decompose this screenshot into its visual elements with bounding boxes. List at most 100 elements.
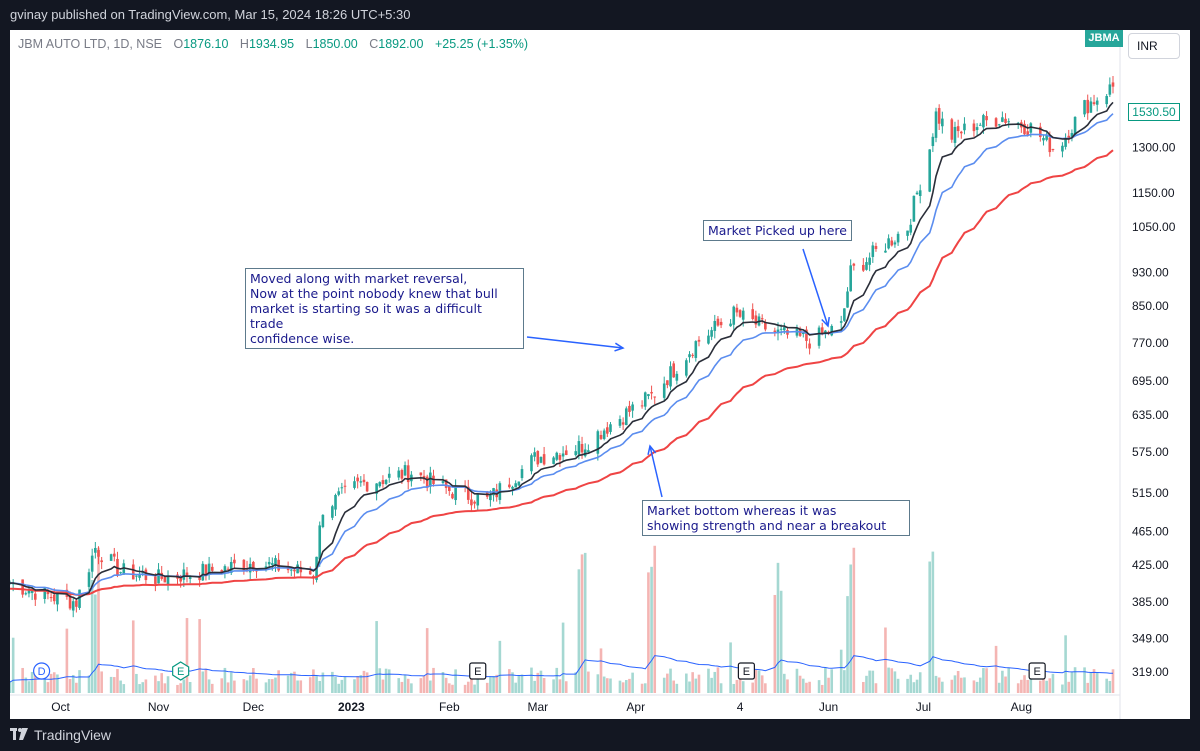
volume-bar — [1089, 672, 1093, 693]
x-tick-label: Jul — [916, 700, 931, 714]
volume-bar — [10, 680, 12, 693]
volume-bar — [315, 676, 318, 693]
candle-body — [353, 481, 356, 488]
volume-bar — [410, 683, 413, 693]
candle-body — [403, 465, 407, 476]
volume-bar — [729, 642, 732, 693]
candle-body — [530, 455, 533, 472]
volume-bar — [564, 681, 568, 693]
candle-body — [751, 309, 755, 320]
volume-bar — [830, 669, 834, 693]
candle-body — [710, 330, 713, 337]
volume-bar — [694, 678, 698, 693]
volume-bar — [530, 667, 533, 693]
volume-bar — [71, 674, 75, 693]
candle-body — [669, 366, 672, 387]
volume-bar — [448, 683, 451, 693]
candle-body — [210, 566, 214, 571]
open-value: 1876.10 — [183, 37, 229, 51]
volume-bar — [422, 675, 426, 693]
open-label: O — [173, 37, 184, 51]
volume-bar — [378, 668, 382, 693]
volume-bar — [444, 677, 448, 693]
volume-bar — [757, 670, 761, 693]
volume-bar — [533, 680, 536, 693]
volume-bar — [179, 683, 182, 693]
annotation-market-bottom[interactable]: Market bottom whereas it was showing str… — [642, 500, 910, 536]
candle-body — [470, 499, 473, 506]
candle-body — [729, 323, 732, 327]
volume-bar — [406, 678, 410, 693]
candle-body — [542, 454, 546, 465]
volume-bar — [760, 675, 764, 693]
volume-bar — [978, 677, 982, 693]
candle-body — [764, 322, 767, 330]
volume-bar — [779, 590, 783, 693]
volume-bar — [555, 667, 559, 693]
candle-body — [52, 594, 56, 602]
event-marker-label: E — [1033, 666, 1040, 678]
volume-bar — [1067, 681, 1071, 693]
candle-body — [912, 195, 916, 222]
volume-bar — [520, 674, 524, 693]
candle-body — [24, 593, 28, 595]
volume-bar — [185, 618, 189, 693]
candle-body — [640, 405, 644, 407]
volume-bar — [738, 668, 742, 693]
candle-body — [318, 525, 322, 560]
volume-bar — [994, 645, 998, 693]
symbol-legend: JBM AUTO LTD, 1D, NSE O1876.10 H1934.95 … — [18, 37, 528, 51]
candle-body — [1001, 117, 1004, 122]
volume-bar — [817, 680, 821, 693]
volume-bar — [650, 566, 653, 693]
candle-body — [606, 427, 609, 434]
candle-body — [1092, 102, 1096, 105]
volume-bar — [318, 680, 322, 693]
volume-bar — [100, 671, 103, 693]
candle-body — [909, 224, 913, 233]
change-value: +25.25 (+1.35%) — [434, 37, 529, 51]
candle-body — [624, 408, 628, 426]
candle-body — [558, 455, 562, 460]
candle-body — [100, 560, 103, 563]
volume-bar — [1083, 667, 1086, 693]
candle-body — [267, 561, 271, 565]
last-price-tag: 1530.50 — [1128, 103, 1180, 121]
tradingview-logo-icon[interactable] — [10, 721, 28, 749]
annotation-market-picked[interactable]: Market Picked up here — [703, 220, 852, 241]
volume-bar — [741, 681, 745, 693]
candle-body — [846, 291, 849, 308]
chart-pane[interactable]: 1700.001300.001150.001050.00930.00850.00… — [10, 30, 1190, 719]
candle-body — [87, 572, 91, 587]
volume-bar — [492, 676, 495, 693]
candle-body — [583, 449, 587, 457]
currency-button[interactable]: INR — [1128, 33, 1180, 59]
volume-bar — [43, 678, 47, 693]
y-tick-label: 319.00 — [1132, 665, 1169, 679]
volume-bar — [242, 679, 246, 693]
candle-body — [21, 579, 24, 595]
volume-bar — [403, 674, 407, 693]
volume-bar — [621, 682, 625, 693]
arrow-reversal-head — [614, 342, 625, 352]
volume-bar — [798, 675, 802, 693]
volume-bar — [296, 680, 299, 693]
candle-body — [274, 558, 277, 566]
candle-body — [340, 487, 344, 489]
volume-bar — [583, 552, 587, 693]
volume-bar — [27, 681, 31, 693]
arrow-bottom — [649, 445, 663, 498]
earnings-marker — [737, 662, 755, 680]
candle-body — [982, 115, 985, 128]
candle-body — [179, 576, 182, 582]
price-chart[interactable]: 1700.001300.001150.001050.00930.00850.00… — [10, 30, 1190, 719]
candle-body — [719, 321, 723, 326]
volume-bar — [707, 668, 710, 693]
candle-body — [609, 424, 612, 432]
volume-bar — [909, 674, 913, 693]
candle-body — [691, 354, 694, 356]
annotation-reversal[interactable]: Moved along with market reversal, Now at… — [245, 268, 524, 349]
volume-bars — [10, 545, 1115, 693]
volume-bar — [719, 683, 723, 693]
symbol-name[interactable]: JBM AUTO LTD, 1D, NSE — [18, 37, 163, 51]
